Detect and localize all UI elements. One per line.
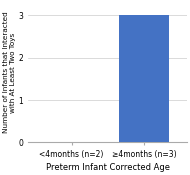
Y-axis label: Number of Infants that Interacted
with At Least Two Toys: Number of Infants that Interacted with A… [3, 12, 16, 134]
Bar [119, 15, 169, 142]
X-axis label: Preterm Infant Corrected Age: Preterm Infant Corrected Age [46, 163, 170, 172]
